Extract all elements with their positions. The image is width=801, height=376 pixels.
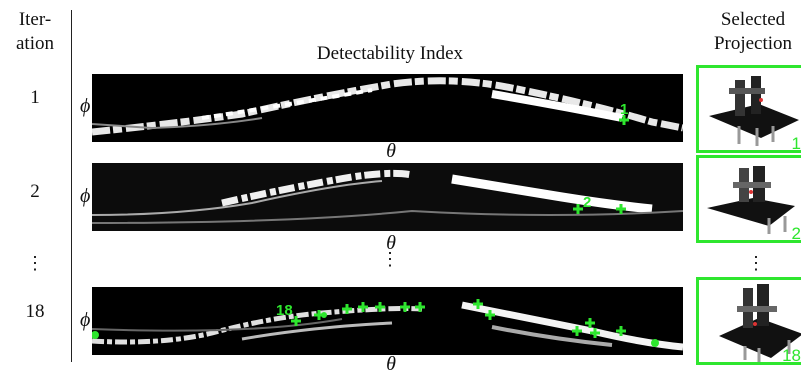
phi-axis-label-18: ϕ — [80, 309, 91, 331]
marker-plus-2a — [573, 204, 583, 214]
marker-label-2: 2 — [583, 194, 591, 211]
selected-projection-2: 2 — [696, 155, 801, 243]
selected-projection-18: 18 — [696, 277, 801, 365]
iteration-ellipsis: ⋮ — [26, 253, 44, 273]
iteration-number-1: 1 — [30, 87, 40, 108]
selected-header-line-2: Projection — [713, 33, 793, 54]
marker-dot-mid — [321, 312, 327, 318]
marker-plus-group-18 — [291, 299, 626, 338]
projection-number-2: 2 — [791, 224, 801, 243]
detectability-map-2: 2 — [92, 163, 683, 231]
projection-ellipsis: ⋮ — [747, 253, 765, 273]
iteration-number-18: 18 — [25, 301, 45, 322]
selected-projection-1: 1 — [696, 65, 801, 153]
phi-axis-label-1: ϕ — [80, 95, 91, 117]
detectability-map-18: 18 — [92, 287, 683, 355]
iteration-number-2: 2 — [30, 181, 40, 202]
projection-image-1 — [709, 76, 799, 146]
map-ellipsis: ⋮ — [381, 249, 399, 269]
marker-dot-right — [651, 339, 659, 347]
marker-plus-2b — [616, 204, 626, 214]
phi-axis-label-2: ϕ — [80, 185, 91, 207]
selected-projection-header: Selected Projection — [693, 8, 801, 56]
theta-axis-label-1: θ — [386, 140, 396, 162]
marker-label-18: 18 — [276, 302, 293, 319]
theta-axis-label-2: θ — [386, 232, 396, 254]
projection-image-2 — [707, 166, 795, 234]
column-divider — [71, 10, 72, 362]
projection-number-1: 1 — [791, 134, 801, 153]
iteration-header-line-2: ation — [16, 33, 54, 54]
detectability-map-1: 1 — [92, 74, 683, 142]
marker-label-1: 1 — [620, 101, 628, 118]
selected-header-line-1: Selected — [720, 9, 786, 30]
theta-axis-label-18: θ — [386, 353, 396, 375]
projection-image-18 — [719, 284, 801, 362]
marker-dot-left — [92, 331, 99, 339]
iteration-column-header: Iter- ation — [8, 8, 62, 56]
marker-plus-1 — [619, 115, 629, 125]
projection-number-18: 18 — [782, 346, 801, 365]
iteration-header-line-1: Iter- — [18, 9, 52, 30]
detectability-index-header: Detectability Index — [316, 43, 464, 64]
